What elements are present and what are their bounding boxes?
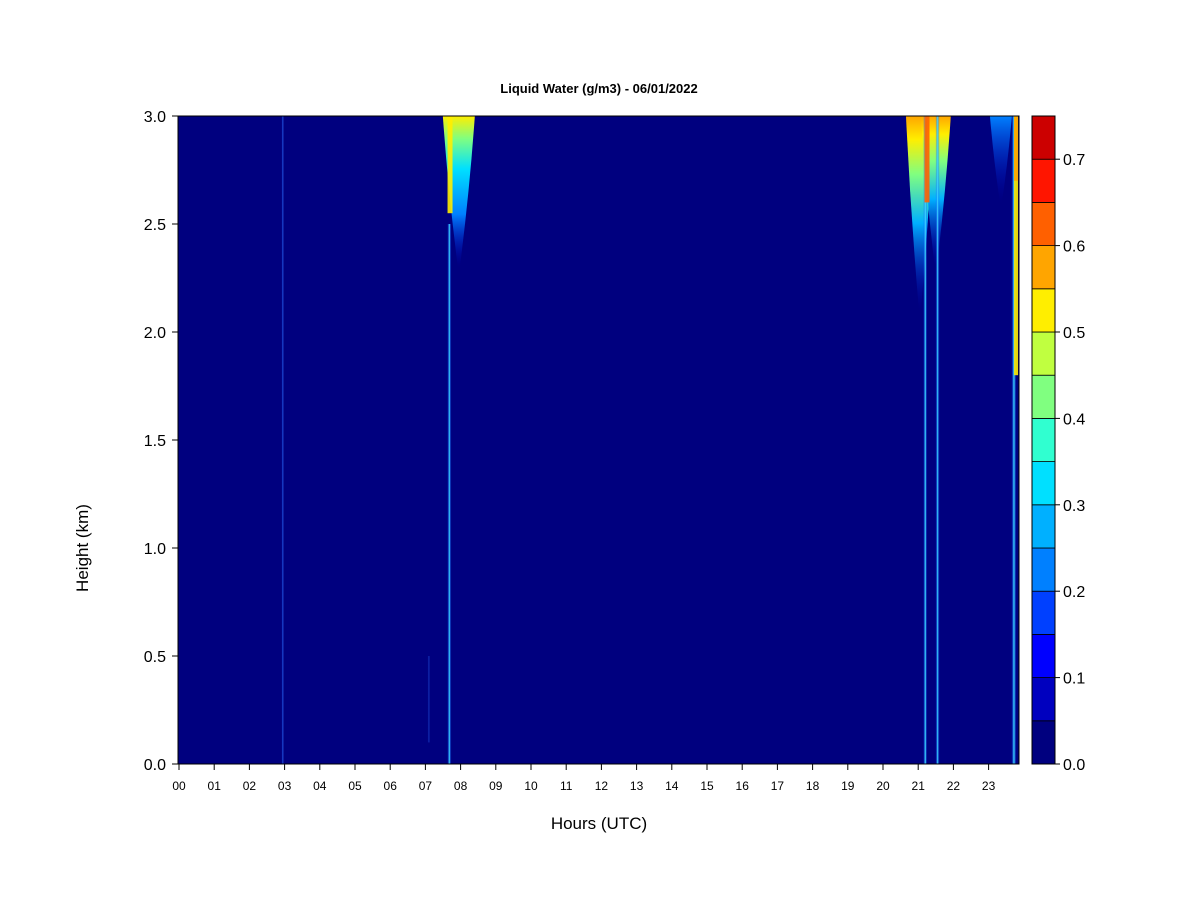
colorbar-swatch — [1031, 720, 1056, 765]
y-axis-label: Height (km) — [73, 504, 92, 592]
x-tick-label: 18 — [806, 779, 820, 793]
x-tick-label: 17 — [771, 779, 785, 793]
colorbar-tick-label: 0.6 — [1063, 239, 1085, 256]
heatmap-cell — [1011, 116, 1017, 764]
x-tick-label: 14 — [665, 779, 679, 793]
x-tick-label: 01 — [208, 779, 222, 793]
colorbar-swatch — [1031, 504, 1056, 549]
x-tick-label: 12 — [595, 779, 609, 793]
heatmap-cell — [1014, 116, 1019, 376]
colorbar-swatch — [1031, 115, 1056, 160]
x-tick-label: 13 — [630, 779, 644, 793]
colorbar-tick-label: 0.4 — [1063, 411, 1085, 428]
heatmap-cell — [427, 656, 431, 743]
x-tick-label: 08 — [454, 779, 468, 793]
colorbar-border — [1031, 115, 1056, 765]
heatmap-cell — [1014, 116, 1019, 181]
colorbar-swatch — [1031, 417, 1056, 462]
colorbar-tick-label: 0.0 — [1063, 757, 1085, 774]
colorbar-tick-label: 0.1 — [1063, 671, 1085, 688]
x-tick-label: 21 — [912, 779, 926, 793]
heatmap-cell — [924, 116, 930, 203]
x-tick-label: 05 — [348, 779, 362, 793]
colorbar-swatch — [1031, 677, 1056, 722]
colorbar-tick-label: 0.2 — [1063, 584, 1085, 601]
colorbar-swatch — [1031, 461, 1056, 506]
x-axis-label: Hours (UTC) — [551, 814, 647, 833]
x-tick-label: 23 — [982, 779, 996, 793]
x-tick-label: 03 — [278, 779, 292, 793]
x-tick-label: 20 — [876, 779, 890, 793]
chart-title: Liquid Water (g/m3) - 06/01/2022 — [500, 81, 697, 96]
heatmap-cell — [935, 116, 940, 764]
x-tick-label: 16 — [736, 779, 750, 793]
y-tick-label: 1.5 — [144, 433, 166, 450]
colorbar-swatch — [1031, 331, 1056, 376]
x-tick-label: 09 — [489, 779, 503, 793]
colorbar-swatch — [1031, 374, 1056, 419]
x-tick-label: 22 — [947, 779, 961, 793]
colorbar-swatch — [1031, 288, 1056, 333]
colorbar-swatch — [1031, 158, 1056, 203]
x-axis: 00 01 02 03 04 05 06 07 08 09 10 11 12 13 14 15 16 17 18 19… — [172, 763, 1019, 793]
y-tick-label: 0.0 — [144, 757, 166, 774]
y-tick-label: 3.0 — [144, 109, 166, 126]
x-tick-label: 10 — [524, 779, 538, 793]
colorbar-swatch — [1031, 245, 1056, 290]
x-tick-label: 02 — [243, 779, 257, 793]
y-tick-label: 2.5 — [144, 217, 166, 234]
heatmap-cell — [447, 224, 452, 764]
x-tick-label: 06 — [384, 779, 398, 793]
heatmap-plot-area — [177, 115, 1020, 765]
y-tick-label: 2.0 — [144, 325, 166, 342]
x-tick-label: 19 — [841, 779, 855, 793]
heatmap-cell — [923, 116, 928, 764]
y-tick-label: 1.0 — [144, 541, 166, 558]
x-tick-label: 00 — [172, 779, 186, 793]
heatmap-features — [281, 116, 1019, 764]
colorbar-tick-label: 0.3 — [1063, 498, 1085, 515]
colorbar-swatch — [1031, 590, 1056, 635]
x-tick-label: 04 — [313, 779, 327, 793]
colorbar-tick-label: 0.7 — [1063, 152, 1085, 169]
colorbar-tick-label: 0.5 — [1063, 325, 1085, 342]
heatmap-cell — [989, 116, 1012, 203]
y-axis: 0.0 0.5 1.0 1.5 2.0 2.5 3.0 — [144, 109, 179, 774]
colorbar-swatch — [1031, 201, 1056, 246]
heatmap-cell — [281, 116, 285, 764]
x-tick-label: 07 — [419, 779, 433, 793]
heatmap-background — [178, 116, 1019, 764]
y-tick-label: 0.5 — [144, 649, 166, 666]
colorbar-swatch — [1031, 547, 1056, 592]
x-tick-label: 15 — [700, 779, 714, 793]
x-tick-label: 11 — [560, 779, 573, 793]
heatmap-cell — [447, 116, 453, 214]
colorbar: 0.0 0.1 0.2 0.3 0.4 0.5 0.6 0.7 — [1031, 115, 1085, 774]
colorbar-swatch — [1031, 634, 1056, 679]
